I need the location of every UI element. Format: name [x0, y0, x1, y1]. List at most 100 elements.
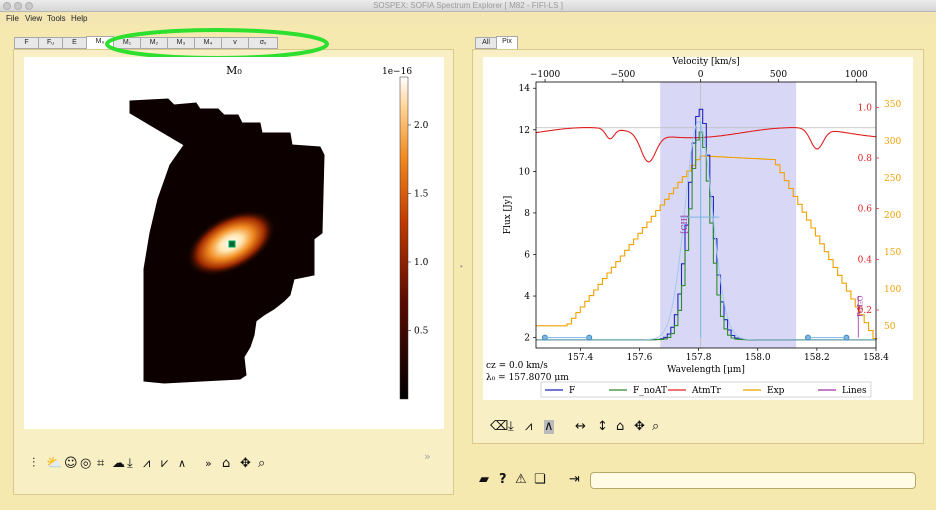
atm-tick-label: 0.4: [858, 255, 873, 265]
spectrum-plot[interactable]: [CII] P-H₂O 157.4 157.6 157.8 158.0 158.2 158.4…: [483, 57, 913, 400]
plot-frame: [535, 81, 877, 349]
close-window-button[interactable]: [3, 2, 11, 10]
exp-tick-label: 250: [884, 174, 901, 184]
y-tick-label: 10: [519, 167, 531, 177]
exp-tick-label: 350: [884, 100, 901, 110]
legend: F F_noAT AtmTr Exp Lines: [540, 381, 872, 398]
image-tab-2[interactable]: E: [62, 37, 87, 49]
line-label-cii[interactable]: [CII]: [680, 215, 689, 234]
v-arrows-icon[interactable]: ↕: [597, 419, 608, 434]
menu-help[interactable]: Help: [71, 14, 88, 23]
spectrum-tab-1[interactable]: Pix: [496, 36, 518, 49]
atm-tick-label: 0.8: [858, 154, 873, 164]
y-tick-label: 8: [524, 209, 530, 219]
colorbar: [399, 76, 409, 400]
legend-label[interactable]: Lines: [842, 386, 867, 396]
cz-readout: cz = 0.0 km/s: [486, 361, 548, 371]
fit-icon[interactable]: ⩘: [525, 419, 533, 434]
zoom-window-button[interactable]: [25, 2, 33, 10]
legend-box: [540, 381, 872, 398]
image-tab-0[interactable]: F: [14, 37, 39, 49]
expand-chevron-icon[interactable]: »: [424, 450, 431, 463]
menu-view[interactable]: View: [25, 14, 43, 23]
folder-icon[interactable]: ▰: [479, 472, 489, 487]
top-tick-label: −500: [610, 70, 635, 80]
question-icon[interactable]: ?: [499, 472, 507, 487]
minimize-window-button[interactable]: [14, 2, 22, 10]
smiley-icon[interactable]: ☺: [64, 456, 78, 471]
y-tick-label: 2: [524, 334, 530, 344]
exp-tick-label: 150: [884, 248, 901, 258]
splitter-handle[interactable]: •: [460, 262, 463, 271]
y-axis-label: Flux [Jy]: [503, 196, 513, 235]
fit-mark-icon[interactable]: ∧: [178, 457, 187, 470]
x-axis-label: Wavelength [μm]: [667, 365, 745, 375]
x-tick-label: 158.4: [863, 353, 889, 363]
x-tick-label: 157.8: [686, 353, 712, 363]
cloud-icon[interactable]: ☁: [112, 456, 125, 471]
top-tick-label: 0: [698, 70, 704, 80]
fit-select-icon[interactable]: ∧: [544, 419, 554, 434]
selected-pixel-marker[interactable]: [228, 240, 236, 248]
crop-icon[interactable]: ⌗: [97, 456, 105, 471]
home-icon[interactable]: ⌂: [616, 419, 625, 434]
exposure-series[interactable]: [536, 155, 878, 340]
fingerprint-icon[interactable]: ◎: [80, 456, 92, 471]
image-plot[interactable]: M₀ 1e−16 2.0 1.5 1.0 0.5: [24, 57, 444, 429]
pan-icon[interactable]: ✥: [240, 456, 251, 471]
download-icon[interactable]: ⤓: [127, 456, 133, 471]
home-icon[interactable]: ⌂: [222, 456, 231, 471]
lambda-readout: λ₀ = 157.8070 μm: [486, 373, 569, 383]
x-tick-label: 157.4: [567, 353, 593, 363]
colorbar-tick-label: 1.5: [414, 189, 429, 199]
levels-icon[interactable]: ⫶: [32, 456, 36, 471]
download-icon[interactable]: ⤓: [508, 419, 514, 434]
y-tick-label: 14: [519, 84, 531, 94]
legend-label[interactable]: F_noAT: [633, 386, 667, 396]
colorbar-tick-label: 1.0: [414, 258, 429, 268]
legend-label[interactable]: Exp: [767, 386, 785, 396]
menu-tools[interactable]: Tools: [47, 14, 66, 23]
fit-series[interactable]: [536, 121, 876, 341]
warning-icon[interactable]: ⚠: [515, 472, 527, 487]
legend-label[interactable]: F: [569, 386, 575, 396]
pan-icon[interactable]: ✥: [634, 419, 645, 434]
zoom-icon[interactable]: ⌕: [258, 456, 266, 471]
fit-icon[interactable]: ⩘: [143, 456, 151, 471]
zoom-icon[interactable]: ⌕: [652, 419, 660, 434]
command-input[interactable]: [590, 472, 916, 489]
atm-tick-label: 0.6: [858, 205, 873, 215]
window-titlebar: SOSPEX: SOFIA Spectrum Explorer [ M82 - …: [0, 0, 936, 12]
exp-tick-label: 200: [884, 211, 901, 221]
colorbar-scale: 1e−16: [382, 67, 412, 77]
legend-label[interactable]: AtmTr: [691, 386, 721, 396]
colorbar-tick-label: 0.5: [414, 326, 429, 336]
fit-region[interactable]: [660, 82, 797, 348]
exit-icon[interactable]: ⇥: [569, 472, 580, 487]
h-arrows-icon[interactable]: ↔: [575, 419, 586, 434]
image-tab-9[interactable]: σᵥ: [248, 37, 278, 49]
highlight-ellipse: [105, 28, 329, 60]
y-tick-label: 4: [524, 292, 530, 302]
image-tab-5[interactable]: M₂: [140, 37, 168, 49]
eraser-icon[interactable]: ⌫: [490, 419, 509, 434]
menu-bar: File View Tools Help: [0, 12, 936, 25]
exp-tick-label: 50: [884, 322, 896, 332]
x-tick-label: 158.0: [745, 353, 771, 363]
atm-tick-label: 0.2: [858, 306, 872, 316]
fit-alt-icon[interactable]: ⩗: [161, 456, 169, 471]
top-tick-label: −1000: [530, 70, 561, 80]
y-tick-label: 6: [524, 250, 530, 260]
colorbar-ticks: 2.0 1.5 1.0 0.5: [408, 121, 429, 336]
layers-icon[interactable]: ❏: [534, 472, 546, 487]
contour-cloud-icon[interactable]: ⛅: [46, 456, 63, 471]
image-tab-1[interactable]: Fᵤ: [38, 37, 63, 49]
exp-tick-label: 100: [884, 285, 901, 295]
image-title: M₀: [226, 64, 242, 77]
menu-file[interactable]: File: [6, 14, 19, 23]
top-axis-label: Velocity [km/s]: [671, 57, 739, 67]
spectrum-tab-0[interactable]: All: [475, 37, 497, 49]
line-label-ph2o[interactable]: P-H₂O: [857, 295, 865, 317]
more-icon[interactable]: »: [205, 457, 212, 470]
exp-tick-label: 300: [884, 137, 901, 147]
